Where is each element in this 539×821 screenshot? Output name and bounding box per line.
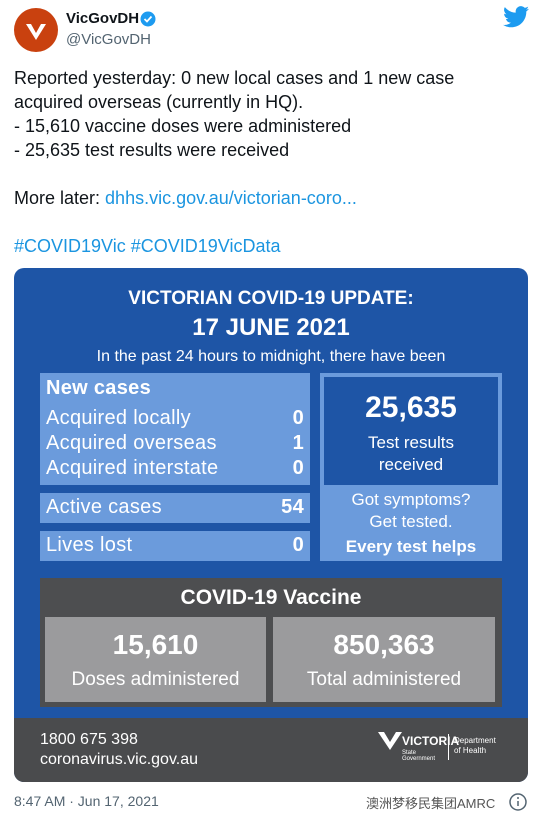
tests-box: 25,635 Test results received [324,377,498,485]
vaccine-box: 15,610 Doses administered [45,617,266,702]
vaccine-box: 850,363 Total administered [273,617,495,702]
hashtags: #COVID19Vic #COVID19VicData [14,234,280,258]
avatar-logo [26,24,46,40]
avatar[interactable] [14,8,58,52]
info-icon[interactable] [508,792,528,812]
row-label: Lives lost [46,534,133,556]
tweet-text: Reported yesterday: 0 new local cases an… [14,68,455,112]
footer-site: coronavirus.vic.gov.au [40,751,198,768]
image-date: 17 JUNE 2021 [192,314,350,341]
tweet-bullet: - 15,610 vaccine doses were administered [14,116,352,136]
row-label: Acquired interstate [46,457,219,479]
link[interactable]: dhhs.vic.gov.au/victorian-coro... [105,188,357,208]
header: New cases [46,377,151,399]
vaccine-label: Total administered [306,669,462,690]
hashtag[interactable]: #COVID19Vic [14,236,126,256]
more-label: More later: [14,188,101,208]
active-cases-box: Active cases 54 [40,493,310,523]
row-label: Acquired locally [46,407,191,429]
active-row: Active cases 54 [46,496,304,519]
image-subtitle: In the past 24 hours to midnight, there … [96,348,446,365]
symptoms-line: Got symptoms? [351,490,471,509]
logo-text: VICTORIA [402,734,460,748]
verified-badge [140,11,156,27]
new-cases-header: New cases [46,377,304,400]
account-name[interactable]: VicGovDH [66,10,140,27]
row-value: 0 [292,534,304,556]
row-value: 1 [292,432,304,454]
department: of Health [454,746,487,755]
image-footer: 1800 675 398 coronavirus.vic.gov.au VICT… [14,718,528,782]
tests-label: Test results [368,433,454,452]
victoria-logo-mark [378,732,402,750]
row-value: 0 [292,457,304,479]
tweet-line: More later: dhhs.vic.gov.au/victorian-co… [14,186,357,210]
image-title: VICTORIAN COVID-19 UPDATE: [128,288,414,309]
lives-lost-box: Lives lost 0 [40,531,310,561]
account-handle[interactable]: @VicGovDH [66,31,151,48]
new-cases-box: New cases Acquired locally 0 Acquired ove… [40,373,310,485]
row-value: 0 [292,407,304,429]
tweet-image[interactable]: VICTORIAN COVID-19 UPDATE: 17 JUNE 2021 … [14,268,528,782]
logo-sub: State Government [402,750,436,762]
tests-panel: 25,635 Test results received Got symptom… [320,373,502,561]
tests-value: 25,635 [365,391,457,424]
vaccine-label: Doses administered [71,669,240,690]
tests-label: received [378,455,444,474]
hashtag[interactable]: #COVID19VicData [130,236,281,256]
vaccine-title: COVID-19 Vaccine [180,586,362,609]
case-row: Acquired interstate 0 [46,457,304,480]
row-label: Active cases [46,496,162,518]
row-value: 54 [281,496,304,518]
department: Department [454,736,496,745]
tweet-bullet: - 25,635 test results were received [14,140,290,160]
timestamp[interactable]: 8:47 AM · Jun 17, 2021 [14,793,159,809]
row-label: Acquired overseas [46,432,217,454]
logo-divider [448,734,449,760]
vaccine-value: 850,363 [333,629,435,660]
case-row: Acquired overseas 1 [46,432,304,455]
symptoms-tagline: Every test helps [345,537,477,556]
footer-phone: 1800 675 398 [40,731,138,748]
watermark: 澳洲梦移民集团AMRC [366,796,496,811]
case-row: Acquired locally 0 [46,407,304,430]
twitter-logo[interactable] [503,6,529,28]
vaccine-panel: COVID-19 Vaccine 15,610 Doses administer… [40,578,502,707]
vaccine-value: 15,610 [112,629,199,660]
lives-row: Lives lost 0 [46,534,304,557]
symptoms-line: Get tested. [369,512,453,531]
